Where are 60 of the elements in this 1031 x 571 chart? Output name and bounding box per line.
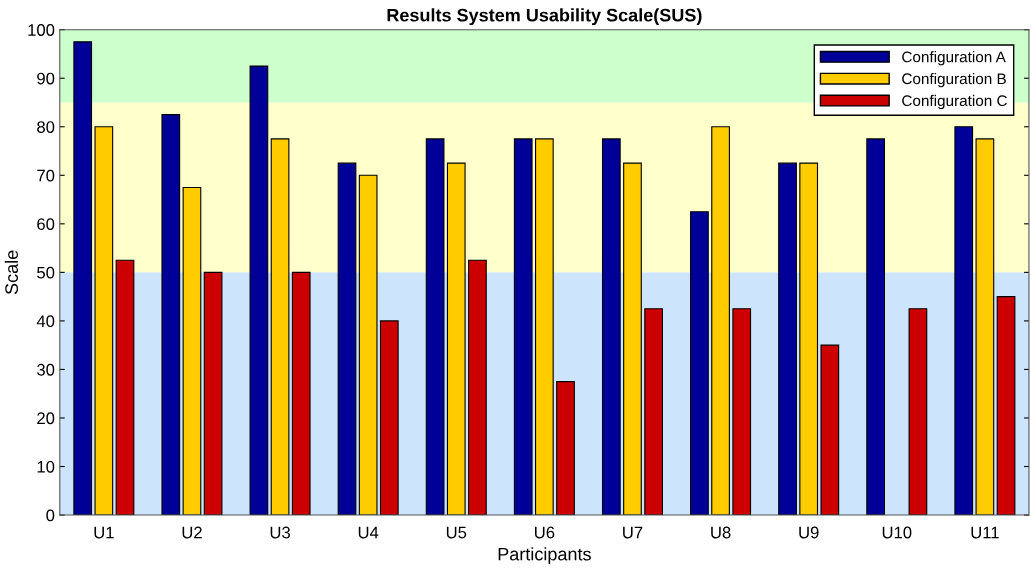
bar bbox=[446, 162, 466, 516]
legend-label: Configuration B bbox=[902, 72, 1006, 88]
bar bbox=[623, 162, 642, 516]
x-tick-label: U6 bbox=[535, 526, 555, 539]
bar bbox=[115, 259, 135, 516]
x-tick-label: U2 bbox=[182, 526, 202, 539]
legend-label: Configuration C bbox=[902, 94, 1007, 110]
bar bbox=[270, 138, 290, 516]
bar bbox=[556, 381, 575, 516]
x-tick-label: U7 bbox=[623, 526, 643, 539]
bar bbox=[161, 114, 181, 516]
y-tick-label: 80 bbox=[37, 121, 55, 133]
bar bbox=[799, 162, 819, 516]
bar bbox=[468, 259, 487, 516]
bar bbox=[601, 138, 621, 516]
bar bbox=[644, 308, 663, 516]
bar bbox=[379, 320, 399, 516]
y-axis-title: Scale bbox=[4, 250, 19, 295]
y-tick-label: 10 bbox=[37, 460, 55, 473]
bar bbox=[732, 308, 752, 516]
bar bbox=[94, 126, 114, 516]
bar bbox=[182, 186, 202, 516]
x-axis-title: Participants bbox=[498, 547, 591, 565]
bar bbox=[866, 138, 886, 516]
x-tick-label: U4 bbox=[358, 526, 379, 539]
bar bbox=[337, 162, 357, 516]
y-tick-label: 40 bbox=[36, 315, 55, 328]
bar bbox=[975, 138, 995, 516]
y-tick-label: 60 bbox=[37, 218, 55, 231]
legend-label: Configuration A bbox=[902, 51, 1006, 66]
bar bbox=[778, 162, 797, 516]
bar bbox=[513, 138, 533, 516]
bar bbox=[73, 41, 93, 516]
y-tick-label: 0 bbox=[46, 509, 55, 522]
bar bbox=[711, 126, 730, 516]
x-tick-label: U8 bbox=[711, 526, 731, 539]
bar bbox=[291, 271, 311, 516]
bar bbox=[535, 138, 554, 516]
bar bbox=[249, 65, 269, 516]
y-tick-label: 30 bbox=[37, 363, 55, 376]
bar bbox=[203, 271, 223, 516]
bar bbox=[996, 296, 1016, 516]
x-tick-label: U10 bbox=[882, 526, 912, 539]
x-tick-label: U11 bbox=[971, 526, 999, 539]
y-tick-label: 70 bbox=[37, 169, 55, 182]
y-tick-label: 100 bbox=[28, 24, 55, 36]
x-tick-label: U9 bbox=[799, 526, 819, 539]
y-tick-label: 90 bbox=[37, 72, 55, 85]
x-tick-label: U3 bbox=[270, 526, 290, 539]
bar bbox=[954, 126, 974, 516]
y-tick-label: 20 bbox=[37, 412, 55, 425]
y-tick-label: 50 bbox=[37, 266, 55, 279]
x-tick-label: U5 bbox=[446, 526, 467, 539]
bar bbox=[425, 138, 445, 516]
x-tick-label: U1 bbox=[94, 526, 114, 539]
bar bbox=[820, 344, 840, 516]
bar bbox=[358, 174, 378, 516]
chart-title: Results System Usability Scale(SUS) bbox=[387, 8, 702, 26]
bar bbox=[908, 308, 928, 516]
bar bbox=[690, 211, 709, 516]
